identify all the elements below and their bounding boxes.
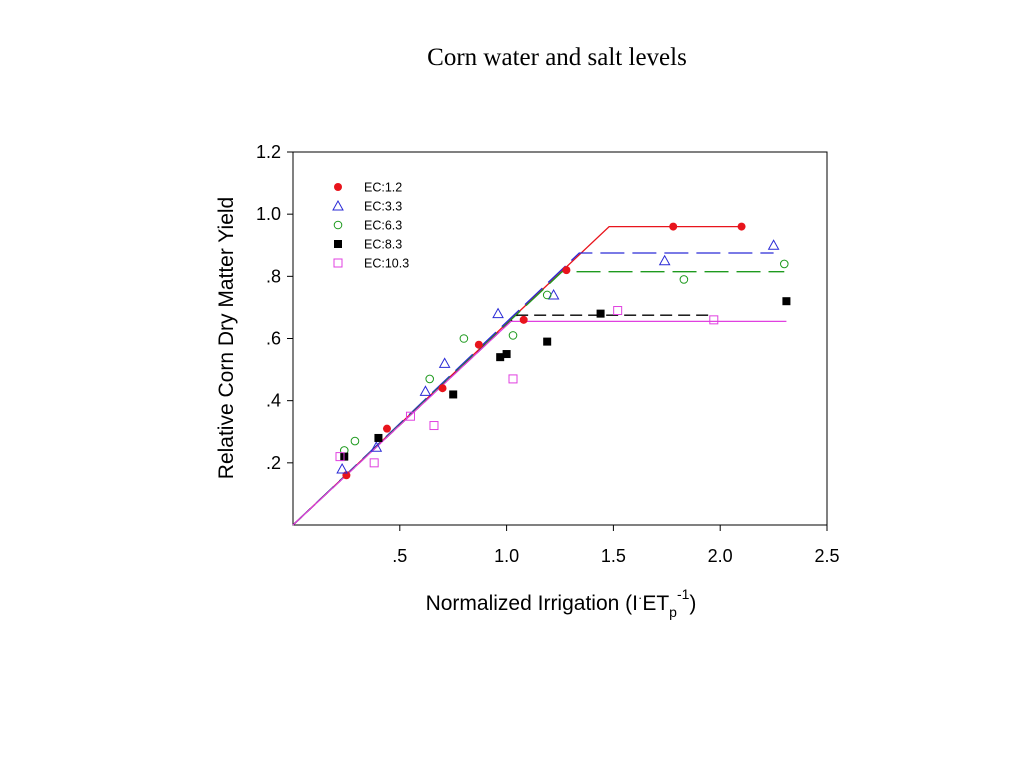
- legend-label-2: EC:6.3: [364, 219, 402, 233]
- y-tick-label-2: .6: [266, 329, 281, 349]
- data-point-series-4-3: [429, 421, 439, 431]
- data-point-series-0-1: [382, 424, 391, 433]
- data-point-series-0-2: [438, 384, 447, 393]
- fit-line-series-3: [292, 314, 714, 526]
- data-point-series-1-4: [492, 307, 504, 319]
- legend-label-1: EC:3.3: [364, 200, 402, 214]
- y-tick-label-0: .2: [266, 453, 281, 473]
- data-point-series-0-5: [562, 266, 571, 275]
- data-point-series-4-1: [369, 458, 379, 468]
- data-point-series-4-5: [613, 306, 623, 316]
- data-point-series-4-2: [405, 411, 415, 421]
- legend-label-0: EC:1.2: [364, 181, 402, 195]
- data-point-series-2-1: [350, 436, 360, 446]
- data-point-series-1-0: [336, 463, 348, 474]
- data-point-series-3-6: [596, 309, 605, 318]
- x-tick-label-1: 1.0: [494, 546, 519, 566]
- x-tick-label-2: 1.5: [601, 546, 626, 566]
- data-point-series-4-4: [508, 374, 518, 384]
- data-point-series-3-4: [502, 350, 511, 359]
- legend-marker-0: [334, 183, 342, 191]
- legend-marker-1: [332, 199, 344, 211]
- data-point-series-2-2: [425, 374, 435, 384]
- y-tick-label-4: 1.0: [256, 204, 281, 224]
- data-point-series-0-6: [669, 222, 678, 231]
- x-axis-label: Normalized Irrigation (I·ETp-1): [426, 586, 697, 620]
- x-tick-label-0: .5: [392, 546, 407, 566]
- fit-line-series-4: [292, 320, 787, 526]
- data-point-series-3-3: [496, 353, 505, 362]
- legend-marker-4: [333, 258, 343, 268]
- legend: EC:1.2 EC:3.3 EC:6.3 EC:8.3 EC:10.3: [332, 181, 409, 271]
- y-tick-label-3: .8: [266, 266, 281, 286]
- data-point-series-0-4: [519, 315, 528, 324]
- data-point-series-1-3: [438, 357, 451, 368]
- fit-line-series-2: [292, 271, 785, 526]
- data-point-series-2-5: [542, 290, 552, 300]
- x-tick-label-3: 2.0: [708, 546, 733, 566]
- legend-label-4: EC:10.3: [364, 257, 409, 271]
- data-point-series-4-0: [335, 452, 345, 462]
- data-point-series-3-2: [449, 390, 458, 399]
- data-point-series-2-3: [459, 334, 469, 343]
- data-point-series-3-5: [543, 337, 552, 346]
- data-point-series-4-6: [709, 315, 719, 325]
- y-axis-label: Relative Corn Dry Matter Yield: [215, 197, 238, 479]
- y-tick-label-5: 1.2: [256, 142, 281, 162]
- y-tick-label-1: .4: [266, 391, 281, 411]
- x-tick-label-4: 2.5: [814, 546, 839, 566]
- legend-label-3: EC:8.3: [364, 238, 402, 252]
- data-point-series-3-1: [374, 433, 383, 442]
- data-point-series-2-4: [508, 331, 518, 340]
- data-point-series-0-3: [474, 340, 483, 349]
- y-axis-ticks: .2 .4 .6 .8 1.0 1.2: [256, 142, 293, 473]
- data-point-series-3-7: [782, 297, 791, 306]
- data-point-series-1-6: [658, 254, 671, 266]
- data-point-series-1-1: [370, 441, 383, 452]
- data-point-series-2-6: [679, 275, 689, 284]
- chart-title: Corn water and salt levels: [427, 44, 687, 71]
- legend-marker-2: [333, 220, 343, 230]
- x-axis-ticks: .5 1.0 1.5 2.0 2.5: [392, 525, 840, 566]
- fit-line-series-1: [292, 252, 774, 526]
- fit-lines: [292, 225, 787, 526]
- legend-marker-3: [334, 240, 342, 248]
- data-point-series-0-7: [737, 222, 746, 231]
- data-point-series-2-7: [779, 259, 789, 269]
- data-point-series-1-2: [419, 385, 432, 396]
- data-point-series-1-7: [767, 239, 780, 250]
- data-points: [335, 222, 791, 480]
